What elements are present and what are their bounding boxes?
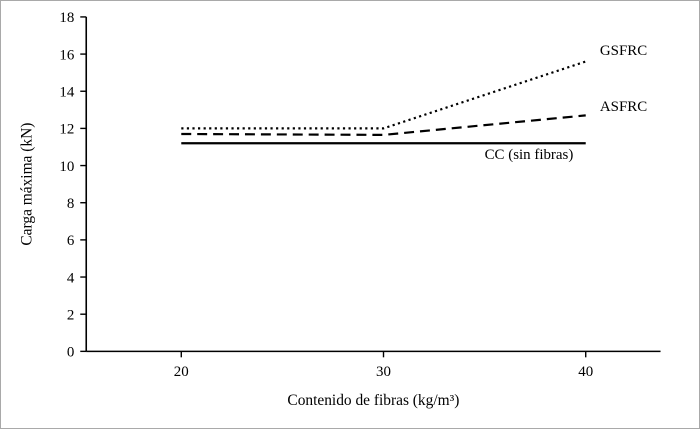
y-tick-label: 2 (67, 307, 74, 323)
x-tick-label: 30 (376, 364, 391, 380)
y-tick-label: 10 (59, 159, 74, 175)
y-axis-title: Carga máxima (kN) (18, 123, 35, 246)
x-axis-title: Contenido de fibras (kg/m³) (287, 392, 459, 409)
y-tick-label: 14 (59, 84, 74, 100)
y-tick-label: 6 (67, 233, 75, 249)
series-line-asfrc (181, 114, 586, 137)
series-label: ASFRC (600, 99, 647, 115)
x-tick-label: 20 (174, 364, 189, 380)
x-tick-label: 40 (578, 364, 593, 380)
y-tick-label: 18 (59, 10, 74, 26)
series-line-gsfrc (181, 60, 587, 130)
y-tick-label: 12 (59, 122, 74, 138)
y-tick-label: 4 (67, 270, 75, 286)
y-tick-label: 8 (67, 196, 74, 212)
series-label: GSFRC (600, 43, 647, 59)
y-tick-label: 0 (67, 345, 74, 361)
series-label: CC (sin fibras) (485, 147, 574, 163)
y-tick-label: 16 (59, 47, 74, 63)
